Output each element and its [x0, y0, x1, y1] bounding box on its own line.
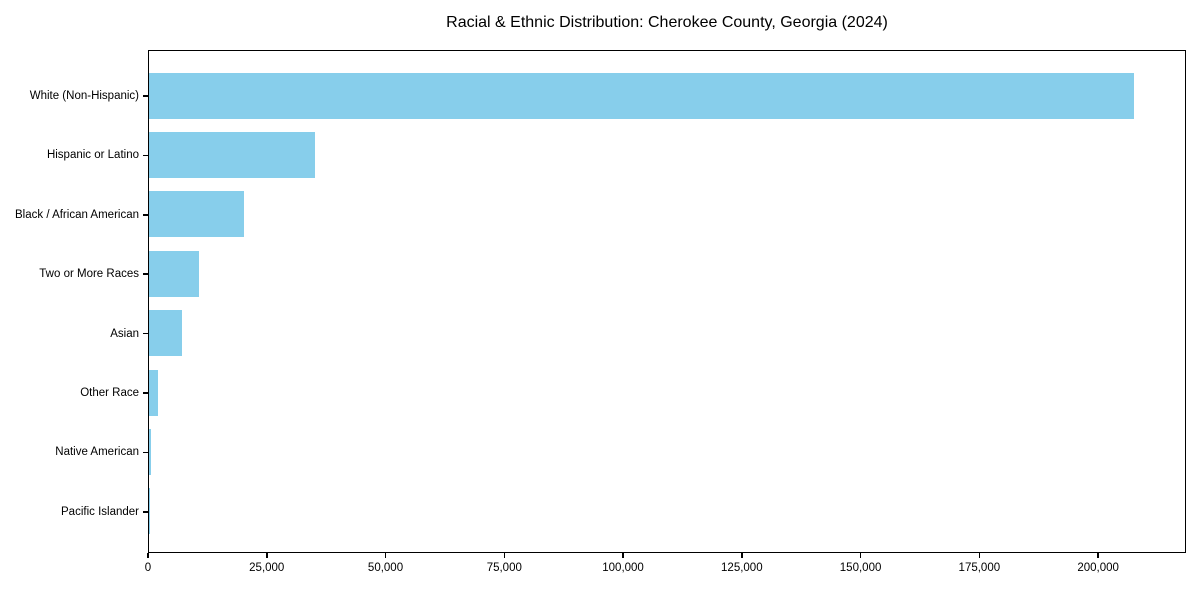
y-tick-label: Asian	[110, 327, 139, 340]
x-tick-mark	[384, 553, 387, 558]
x-tick-mark	[266, 553, 268, 558]
x-tick-mark	[859, 553, 862, 558]
bar-white-non-hispanic	[149, 72, 1135, 119]
y-tick-mark	[143, 95, 148, 97]
x-tick-mark	[622, 553, 624, 558]
x-tick-mark	[978, 553, 981, 558]
chart-title: Racial & Ethnic Distribution: Cherokee C…	[446, 14, 888, 31]
bar-black-african-american	[149, 191, 244, 238]
y-tick-mark	[143, 392, 148, 394]
x-tick-label: 0	[144, 562, 152, 574]
y-tick-label: Two or More Races	[39, 268, 139, 281]
y-tick-mark	[143, 332, 148, 335]
x-tick-label: 50,000	[367, 562, 404, 574]
y-tick-label: Pacific Islander	[61, 505, 139, 518]
y-tick-label: Other Race	[80, 387, 139, 399]
x-tick-label: 150,000	[839, 562, 882, 574]
plot-area	[148, 50, 1186, 553]
x-tick-mark	[1097, 553, 1099, 558]
y-tick-label: Black / African American	[15, 208, 139, 221]
bar-native-american	[149, 428, 151, 475]
y-tick-mark	[143, 511, 148, 513]
y-tick-label: Hispanic or Latino	[46, 149, 139, 162]
y-tick-mark	[143, 273, 148, 275]
x-tick-label: 75,000	[486, 562, 522, 574]
x-tick-label: 175,000	[958, 562, 1001, 574]
x-tick-label: 125,000	[721, 562, 763, 574]
bar-hispanic-or-latino	[149, 131, 315, 178]
y-tick-label: White (Non-Hispanic)	[29, 90, 139, 102]
x-tick-label: 100,000	[602, 562, 644, 574]
bar-asian	[149, 310, 183, 357]
y-tick-mark	[143, 451, 148, 454]
x-tick-label: 200,000	[1077, 562, 1119, 574]
bar-other-race	[149, 369, 159, 416]
bar-two-or-more-races	[149, 250, 199, 297]
bar-pacific-islander	[149, 488, 150, 535]
y-tick-mark	[143, 214, 148, 216]
x-tick-mark	[503, 553, 506, 558]
y-tick-mark	[143, 154, 148, 157]
x-tick-label: 25,000	[249, 562, 285, 574]
x-tick-mark	[147, 553, 149, 558]
y-tick-label: Native American	[55, 446, 139, 459]
x-tick-mark	[741, 553, 743, 558]
